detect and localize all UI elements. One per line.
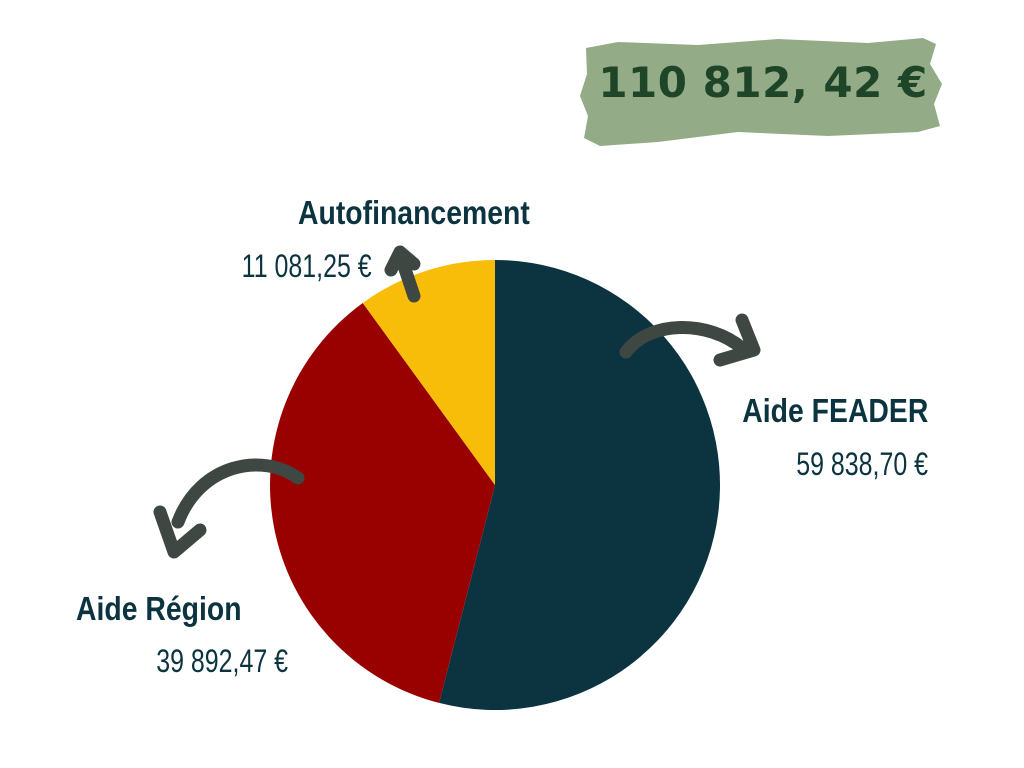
- pie-slice-aide-r-gion: [270, 302, 495, 703]
- arrow-autofinancement-head-icon: [384, 245, 421, 277]
- total-amount: 110 812, 42 €: [598, 58, 928, 107]
- arrow-autofinancement-icon: [395, 253, 421, 303]
- arrow-feader-head-icon: [713, 313, 761, 367]
- pie-slice-autofinancement: [362, 260, 495, 485]
- value-aide-feader: 59 838,70 €: [796, 446, 928, 482]
- total-banner: [580, 38, 942, 146]
- arrow-region-icon: [171, 458, 305, 529]
- pie-slice-aide-feader: [439, 260, 720, 710]
- label-aide-feader: Aide FEADER: [741, 392, 928, 429]
- arrow-feader-icon: [619, 321, 749, 359]
- label-aide-region: Aide Région: [76, 590, 242, 627]
- value-aide-region: 39 892,47 €: [156, 643, 288, 679]
- arrow-region-head-icon: [153, 505, 207, 559]
- label-autofinancement: Autofinancement: [298, 194, 530, 231]
- value-autofinancement: 11 081,25 €: [241, 248, 372, 284]
